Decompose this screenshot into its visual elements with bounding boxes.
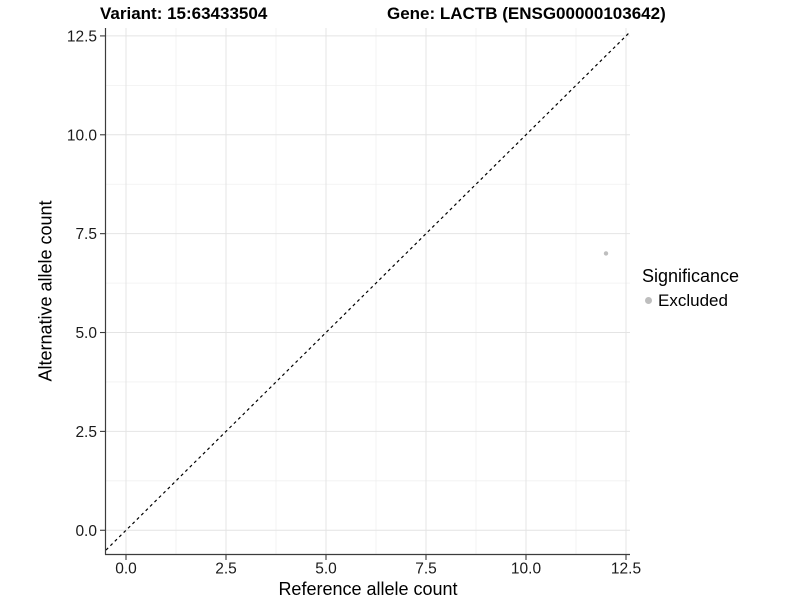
- x-tick-label: 5.0: [315, 561, 337, 578]
- legend-item-excluded: Excluded: [642, 291, 739, 311]
- x-tick-label: 12.5: [611, 561, 641, 578]
- x-tick-label: 10.0: [511, 561, 542, 578]
- x-tick-label: 2.5: [215, 561, 237, 578]
- legend-title: Significance: [642, 266, 740, 286]
- y-tick-label: 10.0: [67, 127, 98, 144]
- y-tick-label: 7.5: [75, 226, 97, 243]
- legend-item-label: Excluded: [658, 290, 728, 310]
- x-axis-title: Reference allele count: [278, 579, 458, 599]
- x-tick-label: 0.0: [115, 561, 137, 578]
- plot-title-variant: Variant: 15:63433504: [100, 4, 268, 23]
- identity-line: [105, 31, 631, 551]
- legend-point-icon: [645, 297, 652, 305]
- y-tick-label: 2.5: [75, 424, 97, 441]
- y-tick-label: 12.5: [67, 28, 97, 45]
- y-axis-title: Alternative allele count: [35, 200, 56, 382]
- data-point: [603, 251, 609, 256]
- y-tick-label: 5.0: [75, 325, 97, 342]
- y-tick-label: 0.0: [75, 523, 97, 540]
- x-tick-label: 7.5: [415, 561, 437, 578]
- plot-title-gene: Gene: LACTB (ENSG00000103642): [387, 4, 666, 23]
- legend: Significance Excluded: [642, 266, 739, 311]
